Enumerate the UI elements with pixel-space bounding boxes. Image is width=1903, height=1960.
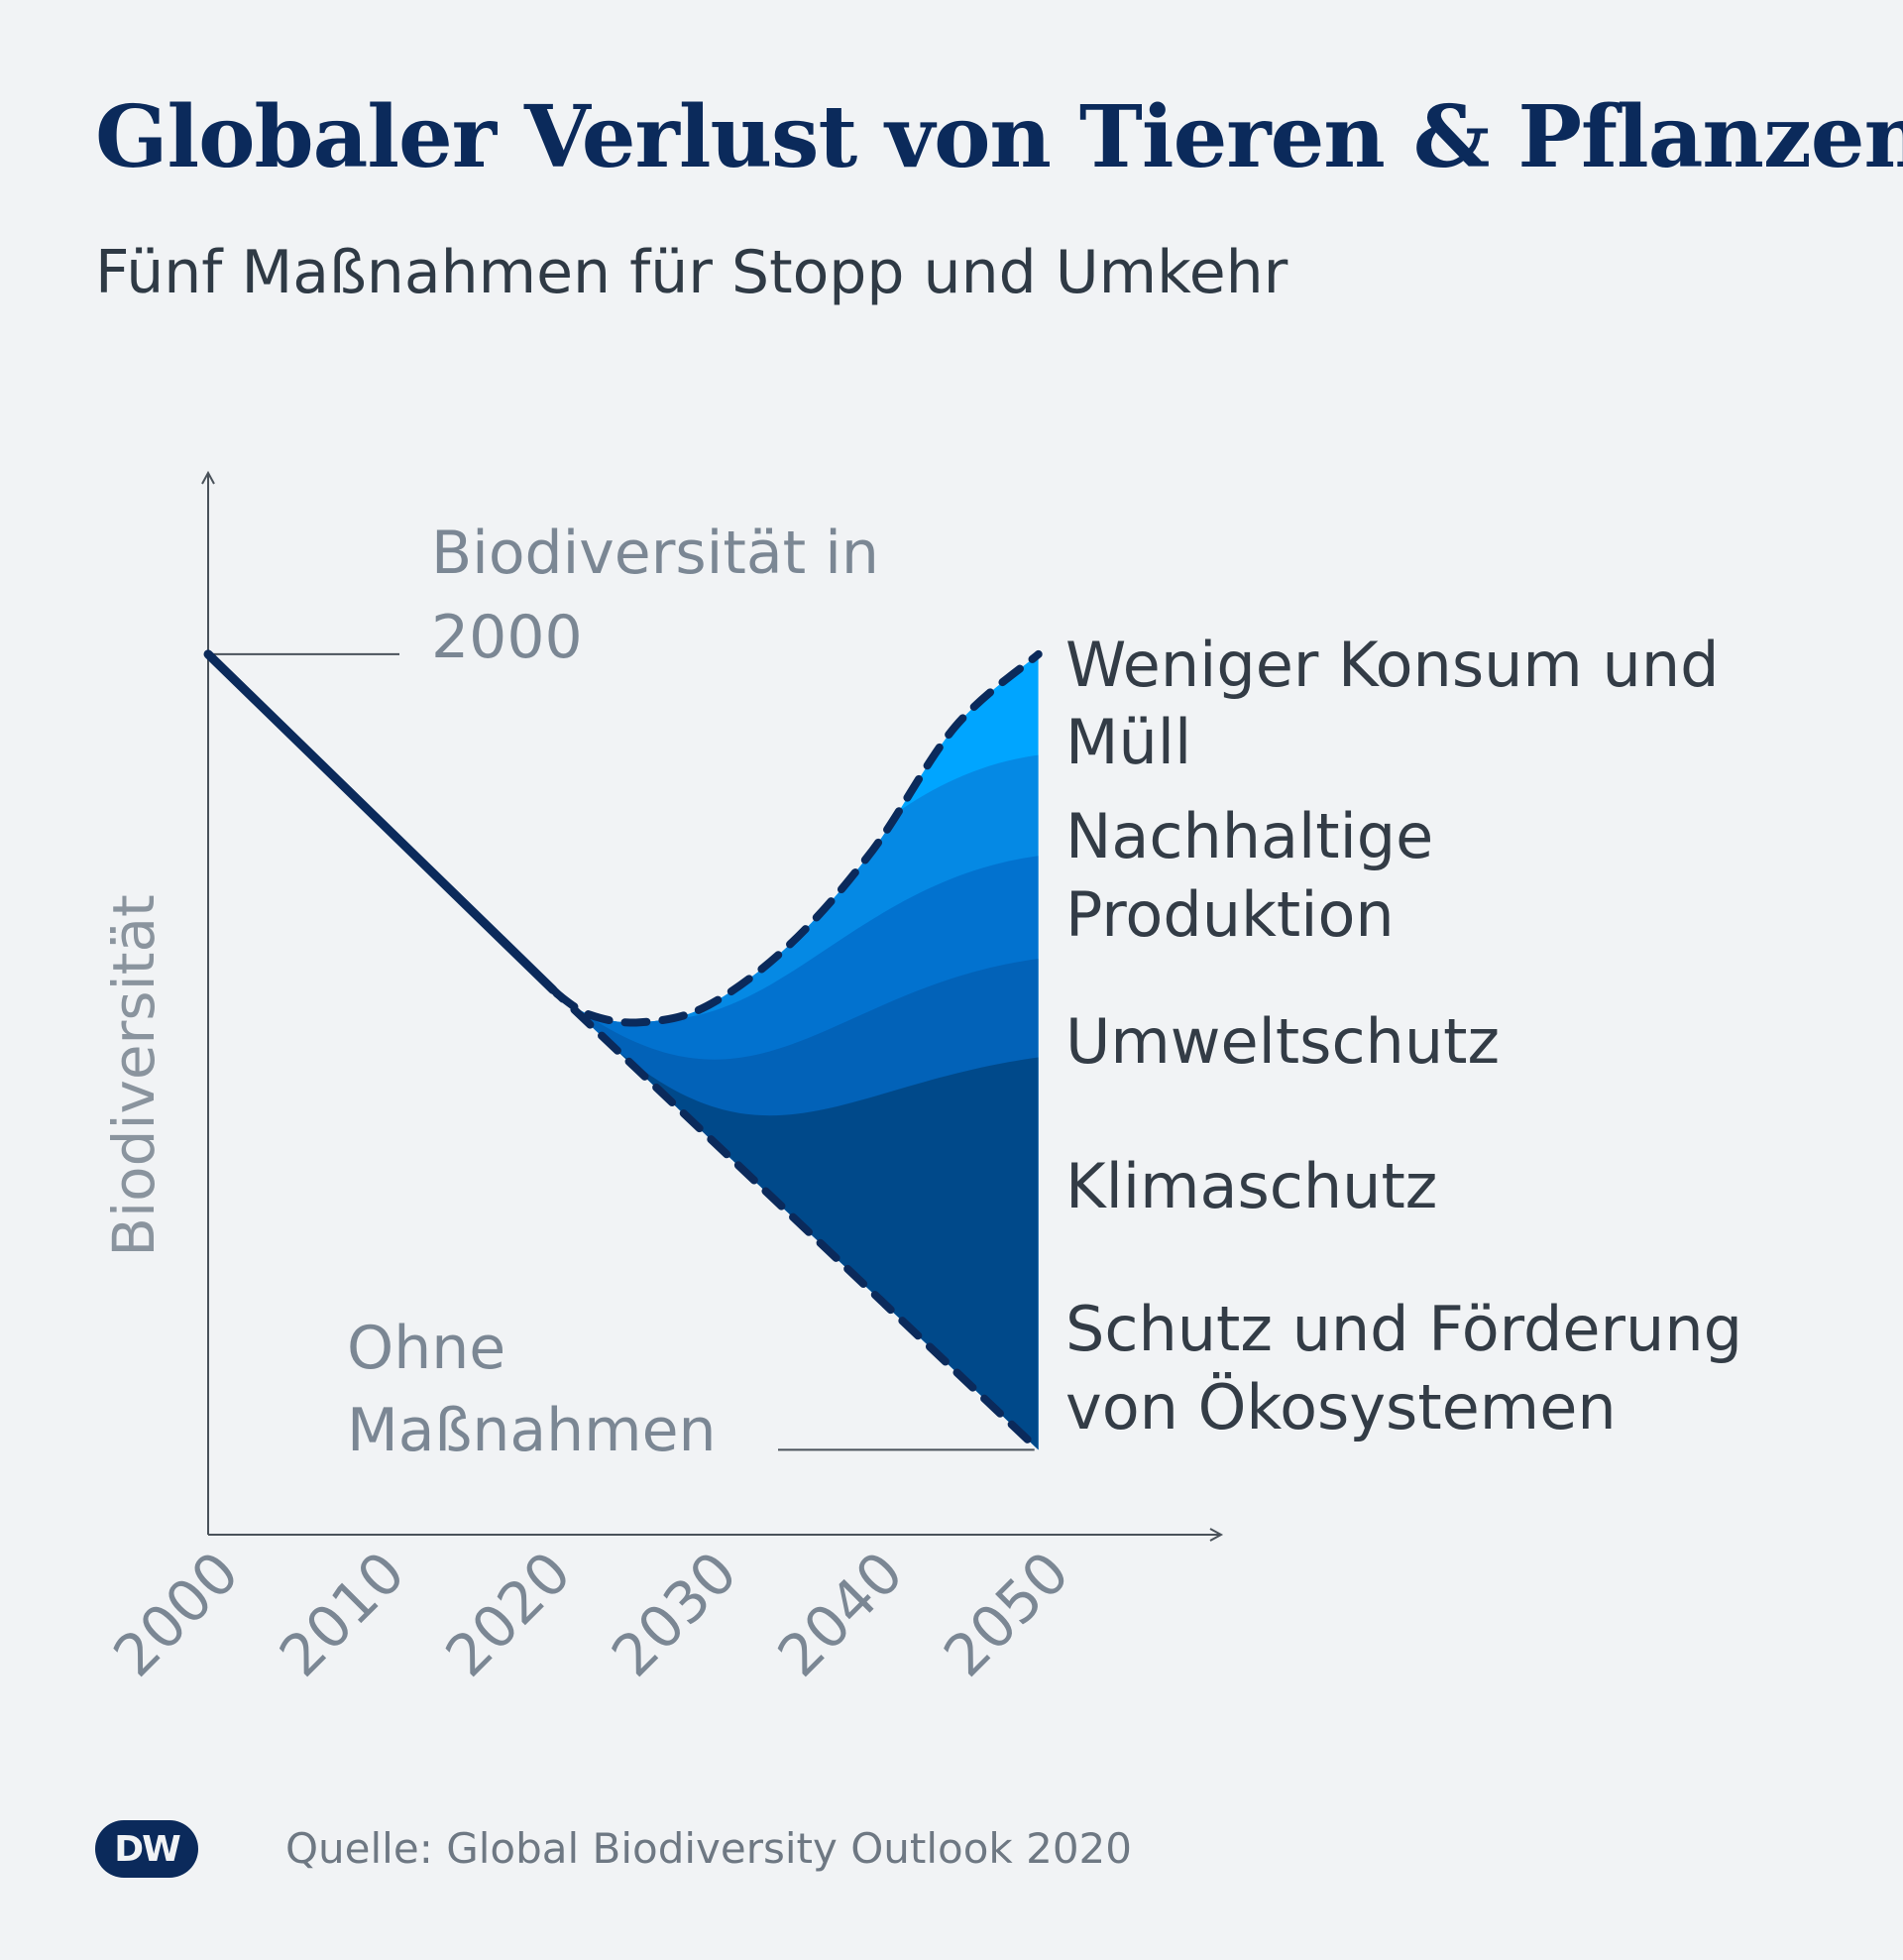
dw-logo: DW [95, 1820, 198, 1878]
combined-measures-line [552, 649, 1043, 1027]
series-lines [203, 649, 1043, 1454]
legend-item-5-line2: von Ökosystemen [1065, 1371, 1617, 1443]
legend-item-5-line1: Schutz und Förderung [1065, 1293, 1742, 1365]
x-tick-2030: 2030 [599, 1539, 749, 1689]
legend-item-3-line1: Umweltschutz [1065, 1005, 1500, 1078]
legend-item-2-line1: Nachhaltige [1065, 800, 1433, 872]
historic-decline-line [203, 649, 558, 994]
chart-subtitle: Fünf Maßnahmen für Stopp und Umkehr [95, 238, 1288, 307]
start-annotation-line2: 2000 [431, 603, 583, 672]
source-note: Quelle: Global Biodiversity Outlook 2020 [285, 1824, 1132, 1873]
x-tick-2010: 2010 [267, 1539, 417, 1689]
x-tick-2020: 2020 [433, 1539, 584, 1689]
legend-item-4-line1: Klimaschutz [1065, 1150, 1437, 1222]
baseline-annotation-line1: Ohne [347, 1314, 505, 1383]
y-axis-arrow [201, 470, 215, 485]
x-axis-arrow [1209, 1528, 1224, 1542]
x-tick-2050: 2050 [931, 1539, 1081, 1689]
legend-item-1-line2: Müll [1065, 706, 1191, 778]
x-tick-2000: 2000 [100, 1539, 251, 1689]
chart-title: Globaler Verlust von Tieren & Pflanzen [95, 87, 1903, 187]
x-axis-ticks: 2000 2010 2020 2030 2040 2050 [100, 1539, 1081, 1689]
baseline-projection-line [542, 980, 1043, 1454]
baseline-annotation-line2: Maßnahmen [347, 1396, 717, 1465]
x-tick-2040: 2040 [765, 1539, 916, 1689]
y-axis-label: Biodiversität [100, 894, 168, 1257]
start-annotation-line1: Biodiversität in [431, 519, 879, 588]
legend-item-2-line2: Produktion [1065, 878, 1395, 951]
legend-item-1-line1: Weniger Konsum und [1065, 629, 1719, 701]
